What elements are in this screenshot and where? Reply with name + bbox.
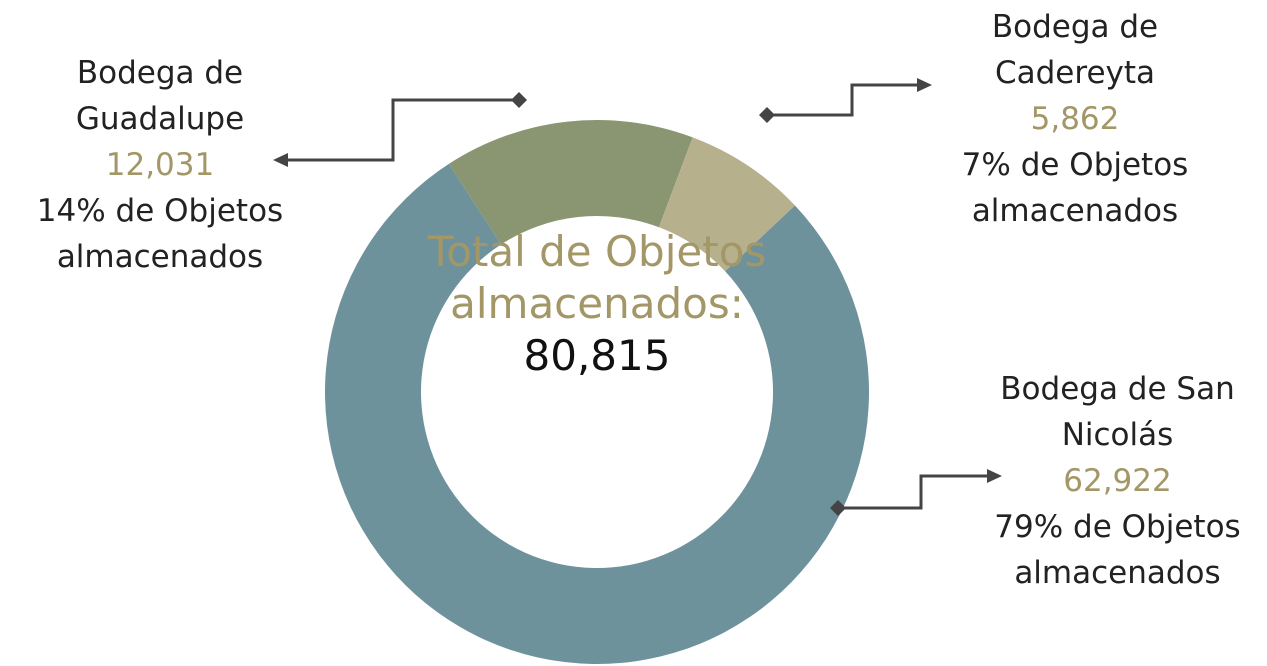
value-label: 5,862	[1030, 101, 1120, 137]
percent-label: 79% de Objetos almacenados	[994, 509, 1241, 591]
connectors	[285, 83, 990, 510]
category-name: Bodega de San Nicolás	[1000, 371, 1235, 453]
center-text: Total de Objetos almacenados: 80,815	[427, 226, 767, 382]
connector	[838, 474, 990, 510]
value-label: 12,031	[105, 147, 215, 183]
slice-label: Bodega de San Nicolás 62,922 79% de Objeto…	[965, 366, 1267, 596]
slice-label: Bodega de Cadereyta 5,862 7% de Objetos al…	[925, 4, 1225, 234]
category-name: Bodega de Guadalupe	[75, 55, 245, 137]
percent-label: 14% de Objetos almacenados	[36, 193, 284, 275]
slice	[448, 119, 693, 245]
total: 80,815	[523, 331, 671, 380]
diamond	[759, 107, 775, 123]
center-label: Total de Objetos almacenados:	[427, 227, 767, 328]
slice	[658, 137, 795, 272]
connector	[767, 83, 920, 117]
connector	[285, 98, 519, 162]
arrow	[917, 78, 932, 92]
diamond	[830, 500, 846, 516]
slice-label: Bodega de Guadalupe 12,031 14% de Objetos …	[10, 50, 310, 280]
connector-ends	[273, 78, 1002, 516]
category-name: Bodega de Cadereyta	[991, 9, 1159, 91]
arrow	[273, 153, 288, 167]
percent-label: 7% de Objetos almacenados	[961, 147, 1189, 229]
value-label: 62,922	[1063, 463, 1172, 499]
arrow	[987, 469, 1002, 483]
slice	[325, 163, 869, 665]
slices	[325, 119, 869, 665]
diamond	[511, 92, 527, 108]
